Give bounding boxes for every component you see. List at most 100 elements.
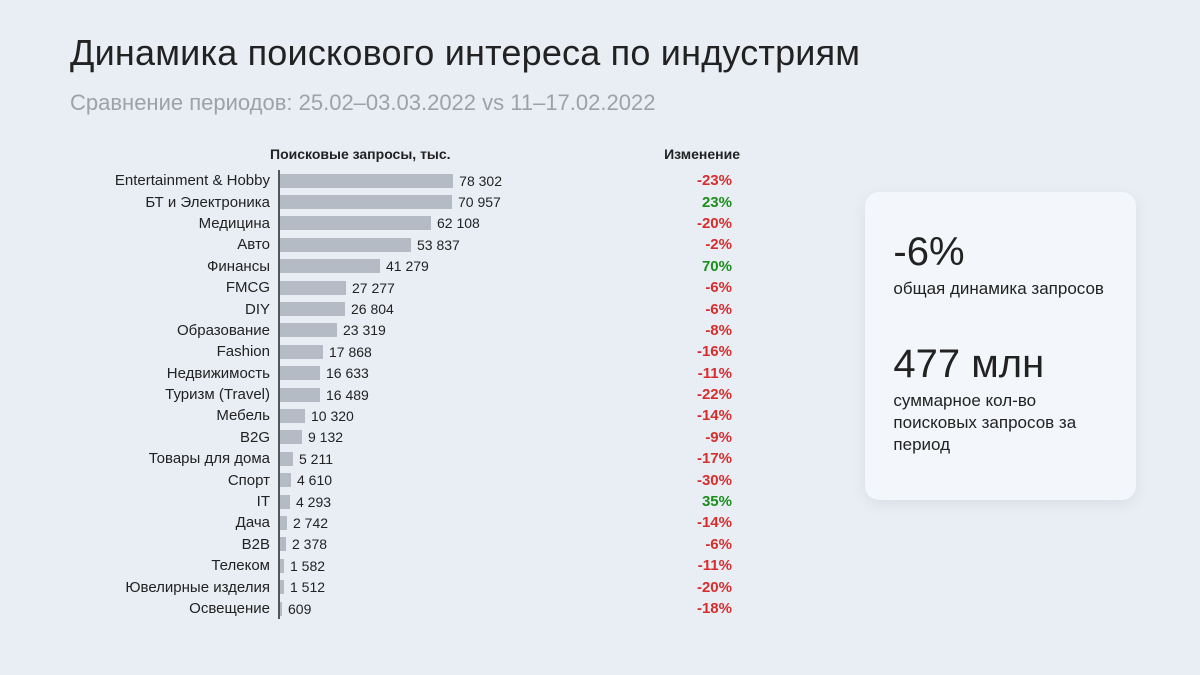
bar-value: 2 742	[293, 515, 328, 531]
chart-row: Недвижимость 16 633 -11%	[70, 363, 765, 384]
row-label: IT	[70, 493, 278, 510]
change-value: -30%	[502, 472, 732, 489]
change-value: -6%	[502, 536, 732, 553]
bar-cell: 16 489	[280, 387, 502, 403]
bar-value: 2 378	[292, 536, 327, 552]
bar-value: 4 293	[296, 494, 331, 510]
bar	[280, 345, 323, 359]
chart-row: B2G9 132-9%	[70, 427, 765, 448]
bar	[280, 302, 345, 316]
bar-cell: 10 320	[280, 408, 502, 424]
bar	[280, 388, 320, 402]
chart-row: Образование 23 319 -8%	[70, 320, 765, 341]
bar-cell: 5 211	[280, 451, 502, 467]
bar-cell: 1 582	[280, 558, 502, 574]
bar-cell: 4 293	[280, 494, 502, 510]
bar	[280, 216, 431, 230]
change-value: -16%	[502, 343, 732, 360]
row-label: Entertainment & Hobby	[70, 172, 278, 189]
chart-rows: Entertainment & Hobby78 302-23%БТ и Элек…	[70, 170, 765, 619]
change-value: -14%	[502, 514, 732, 531]
chart-row: Туризм (Travel)16 489-22%	[70, 384, 765, 405]
bar	[280, 409, 305, 423]
change-value: -22%	[502, 386, 732, 403]
bar	[280, 259, 380, 273]
summary-stat2-caption: суммарное кол-во поисковых запросов за п…	[893, 390, 1108, 456]
bar-cell: 62 108	[280, 215, 502, 231]
row-label: DIY	[70, 301, 278, 318]
chart-row: Fashion17 868-16%	[70, 341, 765, 362]
bar-value: 41 279	[386, 258, 429, 274]
bar	[280, 323, 337, 337]
bar-cell: 70 957	[280, 194, 502, 210]
bar-value: 609	[288, 601, 311, 617]
bar	[280, 537, 286, 551]
chart-row: Мебель10 320-14%	[70, 405, 765, 426]
bar-value: 16 633	[326, 365, 369, 381]
chart-row: Товары для дома5 211-17%	[70, 448, 765, 469]
bar-cell: 26 804	[280, 301, 502, 317]
change-value: -8%	[502, 322, 732, 339]
bar	[280, 580, 284, 594]
chart-row: Телеком1 582-11%	[70, 555, 765, 576]
bar-value: 4 610	[297, 472, 332, 488]
bar-cell: 41 279	[280, 258, 502, 274]
row-label: Образование	[70, 322, 278, 339]
change-value: -2%	[502, 236, 732, 253]
bar	[280, 195, 452, 209]
bar-cell: 1 512	[280, 579, 502, 595]
change-value: -6%	[502, 279, 732, 296]
bar-cell: 9 132	[280, 429, 502, 445]
bar-cell: 2 378	[280, 536, 502, 552]
chart-row: БТ и Электроника70 95723%	[70, 191, 765, 212]
row-label: БТ и Электроника	[70, 194, 278, 211]
bar-value: 9 132	[308, 429, 343, 445]
chart-row: Финансы41 27970%	[70, 256, 765, 277]
bar-value: 27 277	[352, 280, 395, 296]
chart-row: Освещение609-18%	[70, 598, 765, 619]
bar-value: 5 211	[299, 451, 333, 467]
chart-row: DIY26 804-6%	[70, 298, 765, 319]
summary-stat1-caption: общая динамика запросов	[893, 278, 1108, 300]
summary-stat2-value: 477 млн	[893, 344, 1108, 384]
bar-value: 23 319	[343, 322, 386, 338]
chart-row: IT4 29335%	[70, 491, 765, 512]
content-area: Поисковые запросы, тыс. Изменение Entert…	[70, 146, 1136, 619]
row-label: Туризм (Travel)	[70, 386, 278, 403]
bar-value: 62 108	[437, 215, 480, 231]
bar	[280, 430, 302, 444]
chart-header-row: Поисковые запросы, тыс. Изменение	[70, 146, 765, 162]
row-label: Мебель	[70, 407, 278, 424]
row-label: Спорт	[70, 472, 278, 489]
row-label: Телеком	[70, 557, 278, 574]
bar-cell: 23 319	[280, 322, 502, 338]
chart-row: Entertainment & Hobby78 302-23%	[70, 170, 765, 191]
bar-value: 78 302	[459, 173, 502, 189]
chart-row: Дача2 742-14%	[70, 512, 765, 533]
bar	[280, 495, 290, 509]
bar	[280, 238, 411, 252]
chart-row: Спорт 4 610 -30%	[70, 469, 765, 490]
page-subtitle: Сравнение периодов: 25.02–03.03.2022 vs …	[70, 90, 1136, 116]
page-title: Динамика поискового интереса по индустри…	[70, 32, 1136, 74]
row-label: Финансы	[70, 258, 278, 275]
change-value: -9%	[502, 429, 732, 446]
change-value: -6%	[502, 301, 732, 318]
chart-header-spacer	[70, 146, 270, 162]
bar	[280, 473, 291, 487]
change-value: -20%	[502, 215, 732, 232]
row-label: Недвижимость	[70, 365, 278, 382]
page-root: Динамика поискового интереса по индустри…	[0, 0, 1200, 675]
bar	[280, 174, 453, 188]
bar-value: 70 957	[458, 194, 501, 210]
change-value: -14%	[502, 407, 732, 424]
chart-row: B2B2 378-6%	[70, 534, 765, 555]
summary-stat1-value: -6%	[893, 232, 1108, 272]
change-value: -11%	[502, 365, 732, 382]
chart-header-values: Поисковые запросы, тыс.	[270, 146, 600, 162]
chart-row: Авто53 837-2%	[70, 234, 765, 255]
row-label: Медицина	[70, 215, 278, 232]
bar	[280, 366, 320, 380]
bar	[280, 602, 282, 616]
bar-value: 17 868	[329, 344, 372, 360]
